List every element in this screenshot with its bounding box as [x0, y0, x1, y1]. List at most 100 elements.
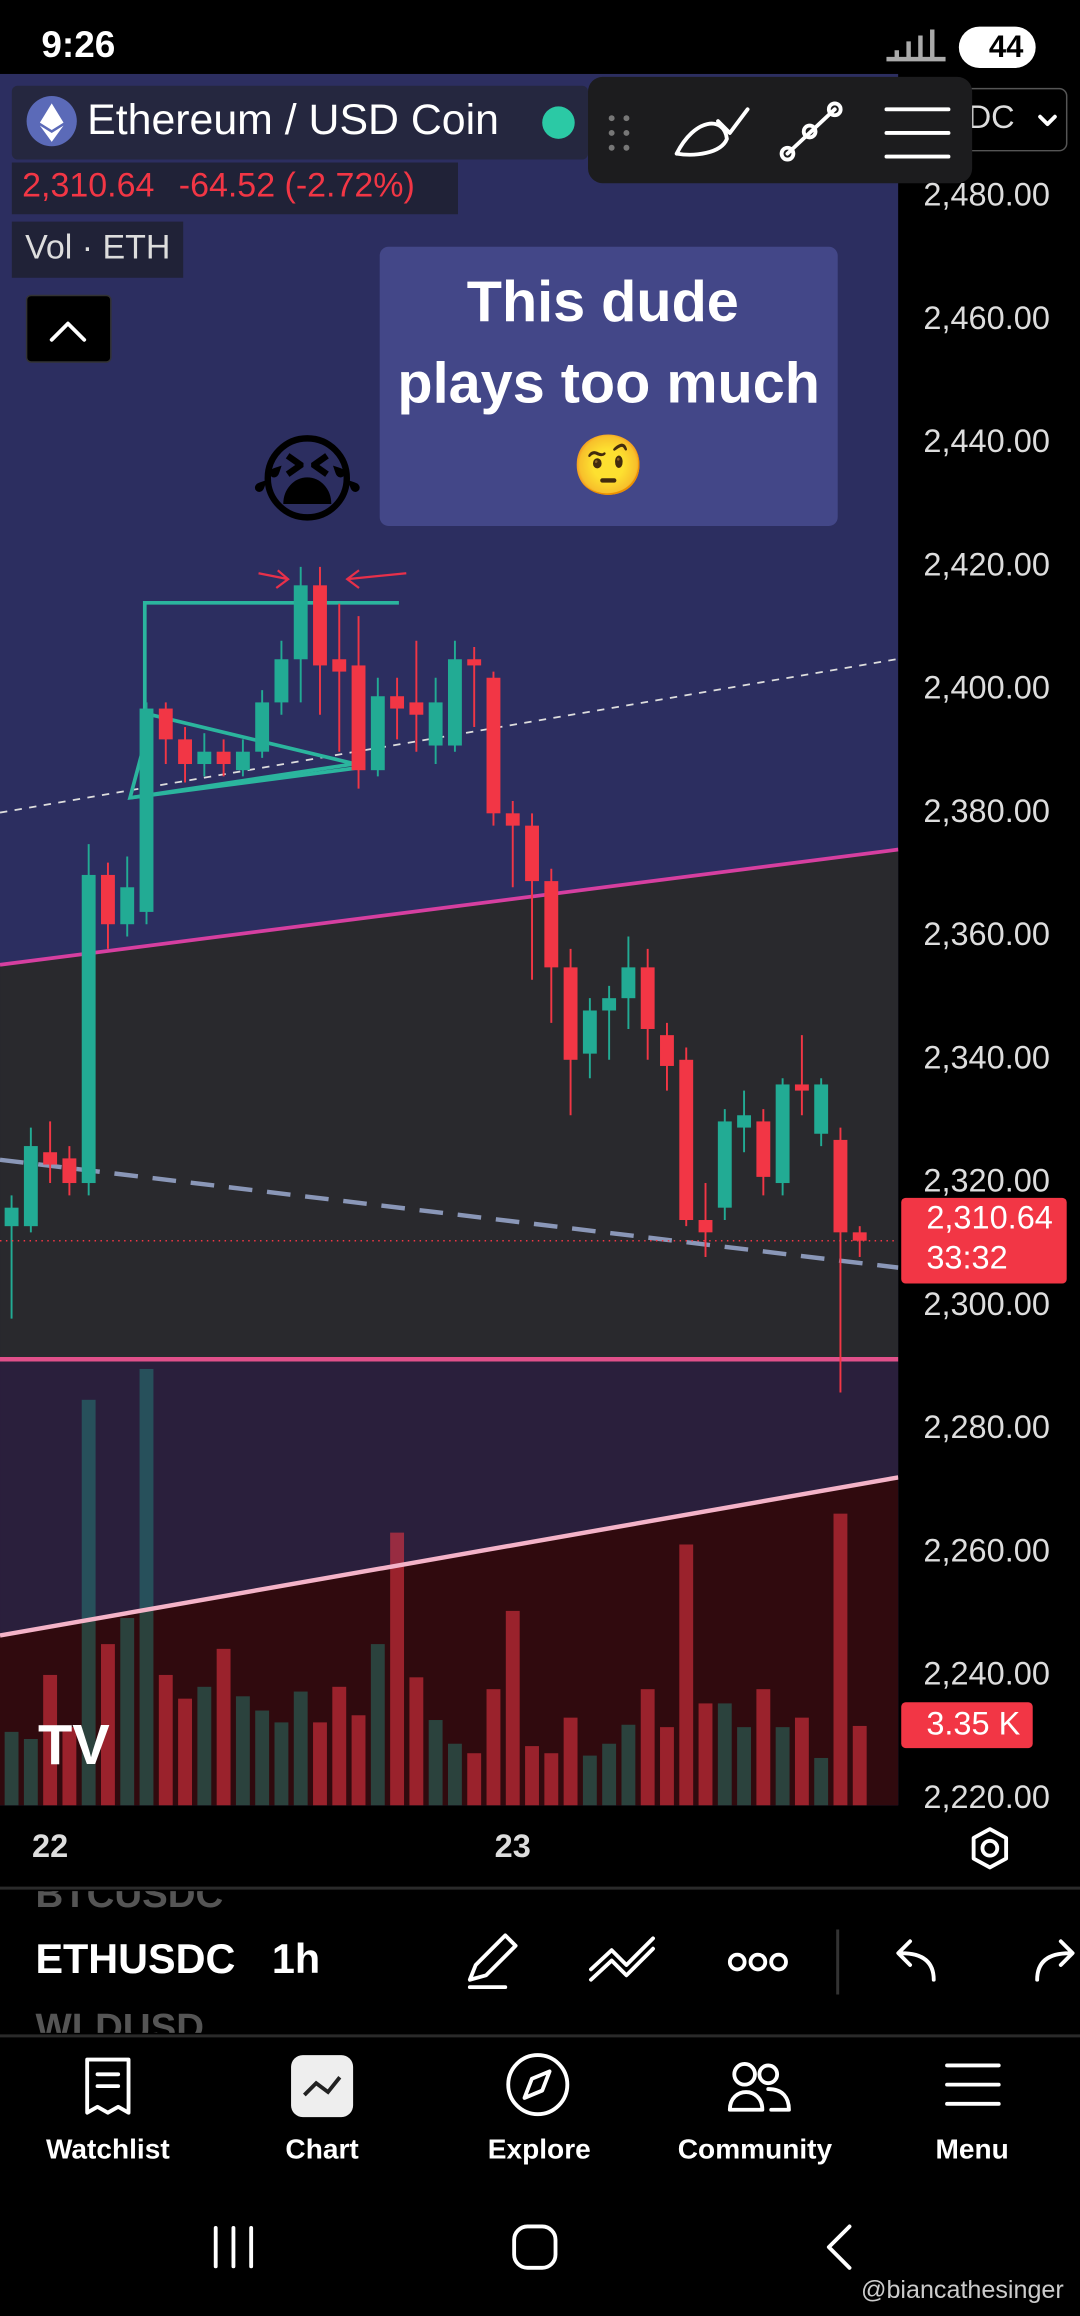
volume-bar: [679, 1544, 694, 1806]
logo-mark: TV: [38, 1713, 110, 1776]
volume-bar: [332, 1686, 347, 1806]
volume-bar: [621, 1724, 636, 1806]
annotation-box: [379, 246, 838, 526]
collapse-button[interactable]: [25, 294, 112, 363]
candle-body: [120, 887, 135, 925]
y-tick-label: 2,320.00: [923, 1163, 1050, 1199]
volume-bar: [274, 1722, 289, 1806]
volume-bar: [81, 1399, 96, 1806]
candle-body: [101, 874, 115, 925]
brush-tool[interactable]: [674, 107, 750, 157]
candle-body: [833, 1139, 848, 1233]
volume-bar: [447, 1743, 462, 1806]
draw-icon[interactable]: [467, 1933, 518, 1990]
volume-bar: [467, 1753, 482, 1806]
volume-bar: [775, 1727, 790, 1806]
volume-label: Vol · ETH: [25, 229, 170, 267]
candle-body: [525, 825, 539, 882]
battery-level: 44: [989, 29, 1024, 64]
volume-bar: [563, 1717, 578, 1806]
compass-needle: [522, 2069, 552, 2100]
candle-body: [370, 696, 385, 771]
volume-bar: [197, 1686, 212, 1806]
volume-bar: [794, 1717, 809, 1806]
candle-body: [640, 967, 655, 1029]
eth-glyph: [39, 103, 64, 142]
y-tick-label: 2,220.00: [923, 1779, 1050, 1815]
volume-bar: [814, 1757, 829, 1806]
symbol: BTCUSDC: [35, 1873, 223, 1916]
volume-bar: [351, 1715, 366, 1806]
price-tag: [901, 1197, 1067, 1284]
candle-body: [409, 702, 424, 715]
trend-tool[interactable]: [779, 101, 843, 162]
menu-icon[interactable]: [945, 2063, 1001, 2106]
home-button[interactable]: [512, 2224, 558, 2270]
community-icon[interactable]: [727, 2062, 791, 2112]
volume-bar: [505, 1610, 520, 1806]
y-tick-label: 2,380.00: [923, 793, 1050, 829]
y-tick-label: 2,260.00: [923, 1532, 1050, 1568]
nav-label[interactable]: Explore: [488, 2134, 591, 2165]
symbol-active: ETHUSDC: [35, 1936, 235, 1982]
volume-bar: [390, 1532, 405, 1806]
settings-icon[interactable]: [971, 1827, 1009, 1870]
symbol-list[interactable]: BTCUSDC ETHUSDC WLDUSD: [35, 1873, 235, 2049]
volume-tag: [901, 1702, 1033, 1749]
candle-body: [139, 708, 154, 912]
candle-body: [235, 751, 250, 771]
battery: [958, 26, 1036, 68]
trend-icon[interactable]: [589, 1936, 655, 1982]
y-tick-label: 2,420.00: [923, 546, 1050, 582]
volume-bar: [409, 1677, 424, 1806]
candle-body: [390, 696, 405, 709]
y-tick-label: 2,400.00: [923, 670, 1050, 706]
x-tick-label: 23: [495, 1828, 531, 1864]
trend-line: [0, 1475, 899, 1638]
volume-bar: [120, 1618, 135, 1806]
candle-body: [467, 659, 482, 666]
back-button[interactable]: [826, 2224, 852, 2270]
nav-label[interactable]: Chart: [285, 2134, 358, 2165]
settings-tool[interactable]: [884, 107, 951, 159]
nav-label[interactable]: Menu: [936, 2134, 1009, 2165]
volume-bar: [139, 1368, 154, 1806]
volume-bar: [582, 1755, 597, 1806]
volume-bar: [216, 1648, 231, 1806]
recents-button[interactable]: [213, 2226, 254, 2269]
y-tick-label: 2,460.00: [923, 300, 1050, 336]
price-tag-label: 2,310.64: [926, 1200, 1053, 1236]
trend-line: [0, 847, 899, 967]
annotation-emoji: 🤨: [572, 432, 646, 498]
candle-body: [602, 998, 617, 1011]
candle-body: [505, 813, 520, 826]
redo-icon[interactable]: [1035, 1939, 1075, 1982]
nav-label[interactable]: Watchlist: [46, 2134, 170, 2165]
explore-icon[interactable]: [506, 2053, 570, 2117]
more-icon[interactable]: [727, 1952, 788, 1972]
candle-body: [563, 967, 578, 1060]
undo-icon[interactable]: [896, 1939, 936, 1982]
y-tick-label: 2,300.00: [923, 1286, 1050, 1322]
candle-body: [293, 585, 308, 660]
candle-body: [447, 659, 462, 746]
x-tick-label: 22: [32, 1828, 68, 1864]
signal: [886, 29, 946, 62]
volume-bar: [235, 1696, 250, 1806]
y-tick-label: 2,480.00: [923, 177, 1050, 213]
candle-body: [428, 702, 443, 746]
watchlist-icon[interactable]: [85, 2057, 131, 2115]
volume-bar: [43, 1674, 58, 1806]
interval[interactable]: 1h: [272, 1936, 320, 1982]
volume-bar: [4, 1731, 19, 1806]
volume-bar: [717, 1703, 732, 1806]
y-tick-label: 2,280.00: [923, 1409, 1050, 1445]
nav-label[interactable]: Community: [678, 2134, 833, 2165]
price-countdown: 33:32: [926, 1239, 1007, 1275]
volume-bar: [370, 1644, 385, 1806]
volume-bar: [486, 1689, 501, 1806]
symbol-box[interactable]: [11, 85, 589, 160]
volume-bar: [255, 1710, 270, 1806]
candle-body: [197, 751, 212, 765]
